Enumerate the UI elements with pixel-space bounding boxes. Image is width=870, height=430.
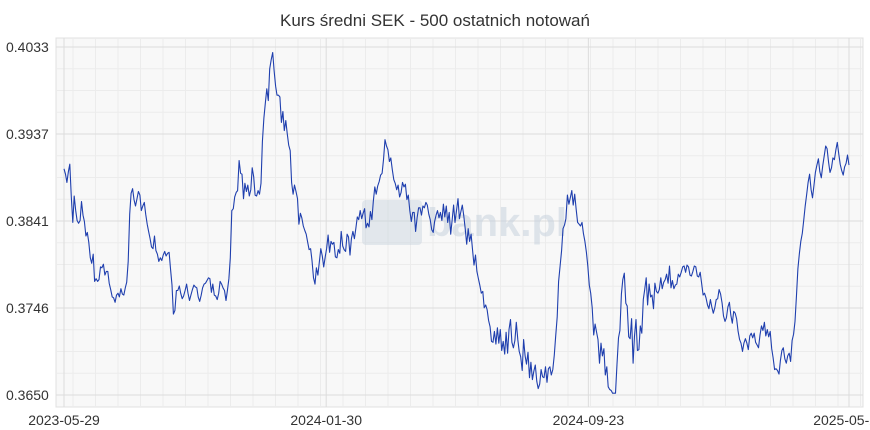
watermark-text: bank.pl	[427, 201, 567, 245]
x-axis: 2023-05-29 2024-01-30 2024-09-23 2025-05-22	[28, 412, 870, 428]
watermark-badge	[362, 200, 422, 245]
x-tick-label: 2024-09-23	[553, 412, 625, 428]
x-tick-label: 2024-01-30	[290, 412, 362, 428]
x-tick-label: 2025-05-22	[813, 412, 870, 428]
y-axis: 0.4033 0.3937 0.3841 0.3746 0.3650	[6, 39, 49, 403]
y-tick-label: 0.3746	[6, 300, 49, 316]
y-tick-label: 0.3841	[6, 213, 49, 229]
x-tick-label: 2023-05-29	[28, 412, 100, 428]
y-tick-label: 0.4033	[6, 39, 49, 55]
y-tick-label: 0.3937	[6, 126, 49, 142]
y-tick-label: 0.3650	[6, 387, 49, 403]
plot-area	[55, 37, 864, 408]
series-line	[63, 51, 850, 394]
chart-title: Kurs średni SEK - 500 ostatnich notowań	[280, 11, 590, 30]
